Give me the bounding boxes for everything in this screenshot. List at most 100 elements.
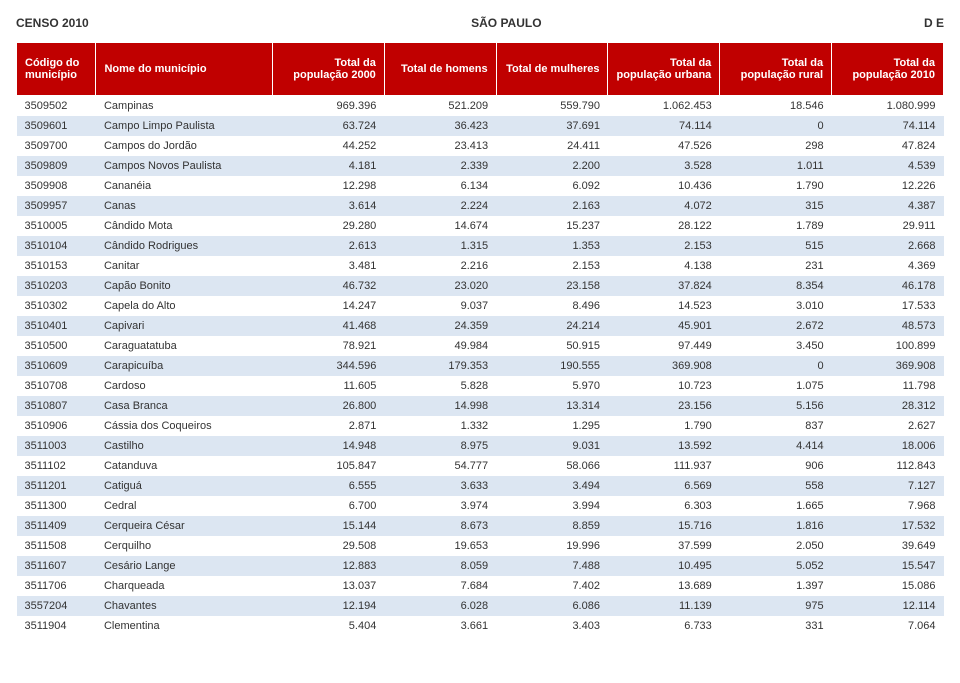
table-row: 3511508Cerquilho29.50819.65319.99637.599… bbox=[17, 536, 944, 556]
cell-value: 63.724 bbox=[272, 116, 384, 136]
cell-value: 29.911 bbox=[832, 216, 944, 236]
cell-code: 3510708 bbox=[17, 376, 96, 396]
cell-value: 2.224 bbox=[384, 196, 496, 216]
column-header: Código do município bbox=[17, 43, 96, 96]
cell-value: 14.674 bbox=[384, 216, 496, 236]
cell-value: 111.937 bbox=[608, 456, 720, 476]
table-row: 3510203Capão Bonito46.73223.02023.15837.… bbox=[17, 276, 944, 296]
table-row: 3510906Cássia dos Coqueiros2.8711.3321.2… bbox=[17, 416, 944, 436]
table-row: 3510005Cândido Mota29.28014.67415.23728.… bbox=[17, 216, 944, 236]
table-row: 3511300Cedral6.7003.9743.9946.3031.6657.… bbox=[17, 496, 944, 516]
table-row: 3509957Canas3.6142.2242.1634.0723154.387 bbox=[17, 196, 944, 216]
cell-value: 8.673 bbox=[384, 516, 496, 536]
cell-value: 2.163 bbox=[496, 196, 608, 216]
cell-value: 5.156 bbox=[720, 396, 832, 416]
cell-value: 17.533 bbox=[832, 296, 944, 316]
cell-value: 28.312 bbox=[832, 396, 944, 416]
cell-value: 369.908 bbox=[832, 356, 944, 376]
cell-value: 7.684 bbox=[384, 576, 496, 596]
cell-name: Casa Branca bbox=[96, 396, 273, 416]
table-row: 3511706Charqueada13.0377.6847.40213.6891… bbox=[17, 576, 944, 596]
cell-value: 190.555 bbox=[496, 356, 608, 376]
table-row: 3510708Cardoso11.6055.8285.97010.7231.07… bbox=[17, 376, 944, 396]
cell-value: 5.828 bbox=[384, 376, 496, 396]
cell-value: 10.723 bbox=[608, 376, 720, 396]
cell-value: 6.134 bbox=[384, 176, 496, 196]
cell-value: 14.948 bbox=[272, 436, 384, 456]
cell-code: 3510005 bbox=[17, 216, 96, 236]
table-row: 3510104Cândido Rodrigues2.6131.3151.3532… bbox=[17, 236, 944, 256]
cell-code: 3509957 bbox=[17, 196, 96, 216]
cell-value: 11.139 bbox=[608, 596, 720, 616]
cell-value: 54.777 bbox=[384, 456, 496, 476]
cell-value: 969.396 bbox=[272, 96, 384, 117]
cell-value: 11.605 bbox=[272, 376, 384, 396]
cell-value: 12.114 bbox=[832, 596, 944, 616]
cell-name: Chavantes bbox=[96, 596, 273, 616]
cell-value: 15.716 bbox=[608, 516, 720, 536]
cell-name: Cerquilho bbox=[96, 536, 273, 556]
cell-value: 2.627 bbox=[832, 416, 944, 436]
cell-value: 6.092 bbox=[496, 176, 608, 196]
cell-value: 6.569 bbox=[608, 476, 720, 496]
cell-value: 6.733 bbox=[608, 616, 720, 636]
cell-value: 23.158 bbox=[496, 276, 608, 296]
cell-value: 298 bbox=[720, 136, 832, 156]
column-header: Total da população 2000 bbox=[272, 43, 384, 96]
cell-name: Cássia dos Coqueiros bbox=[96, 416, 273, 436]
cell-code: 3511508 bbox=[17, 536, 96, 556]
cell-value: 1.332 bbox=[384, 416, 496, 436]
cell-value: 6.086 bbox=[496, 596, 608, 616]
cell-value: 12.298 bbox=[272, 176, 384, 196]
cell-name: Capivari bbox=[96, 316, 273, 336]
cell-value: 19.996 bbox=[496, 536, 608, 556]
cell-code: 3510302 bbox=[17, 296, 96, 316]
cell-code: 3509601 bbox=[17, 116, 96, 136]
cell-name: Charqueada bbox=[96, 576, 273, 596]
column-header: Total da população 2010 bbox=[832, 43, 944, 96]
cell-name: Canitar bbox=[96, 256, 273, 276]
cell-value: 112.843 bbox=[832, 456, 944, 476]
header-center: SÃO PAULO bbox=[471, 16, 541, 30]
cell-value: 4.138 bbox=[608, 256, 720, 276]
cell-value: 0 bbox=[720, 116, 832, 136]
cell-value: 24.359 bbox=[384, 316, 496, 336]
cell-value: 4.387 bbox=[832, 196, 944, 216]
cell-value: 2.050 bbox=[720, 536, 832, 556]
cell-value: 5.970 bbox=[496, 376, 608, 396]
cell-name: Capela do Alto bbox=[96, 296, 273, 316]
cell-value: 9.037 bbox=[384, 296, 496, 316]
table-row: 3509809Campos Novos Paulista4.1812.3392.… bbox=[17, 156, 944, 176]
cell-value: 8.975 bbox=[384, 436, 496, 456]
cell-value: 18.006 bbox=[832, 436, 944, 456]
cell-value: 3.994 bbox=[496, 496, 608, 516]
cell-value: 12.194 bbox=[272, 596, 384, 616]
cell-value: 1.790 bbox=[720, 176, 832, 196]
cell-name: Cananéia bbox=[96, 176, 273, 196]
cell-value: 4.181 bbox=[272, 156, 384, 176]
cell-value: 97.449 bbox=[608, 336, 720, 356]
table-row: 3511102Catanduva105.84754.77758.066111.9… bbox=[17, 456, 944, 476]
cell-value: 2.339 bbox=[384, 156, 496, 176]
cell-value: 5.052 bbox=[720, 556, 832, 576]
cell-value: 18.546 bbox=[720, 96, 832, 117]
cell-value: 5.404 bbox=[272, 616, 384, 636]
table-row: 3509700Campos do Jordão44.25223.41324.41… bbox=[17, 136, 944, 156]
cell-value: 7.064 bbox=[832, 616, 944, 636]
table-row: 3557204Chavantes12.1946.0286.08611.13997… bbox=[17, 596, 944, 616]
cell-value: 50.915 bbox=[496, 336, 608, 356]
cell-name: Carapicuíba bbox=[96, 356, 273, 376]
cell-value: 3.974 bbox=[384, 496, 496, 516]
cell-value: 9.031 bbox=[496, 436, 608, 456]
cell-value: 8.859 bbox=[496, 516, 608, 536]
cell-value: 1.665 bbox=[720, 496, 832, 516]
cell-value: 2.613 bbox=[272, 236, 384, 256]
cell-value: 1.353 bbox=[496, 236, 608, 256]
cell-code: 3509809 bbox=[17, 156, 96, 176]
cell-value: 344.596 bbox=[272, 356, 384, 376]
table-row: 3509502Campinas969.396521.209559.7901.06… bbox=[17, 96, 944, 117]
cell-code: 3510153 bbox=[17, 256, 96, 276]
cell-value: 1.315 bbox=[384, 236, 496, 256]
cell-value: 44.252 bbox=[272, 136, 384, 156]
table-row: 3510807Casa Branca26.80014.99813.31423.1… bbox=[17, 396, 944, 416]
